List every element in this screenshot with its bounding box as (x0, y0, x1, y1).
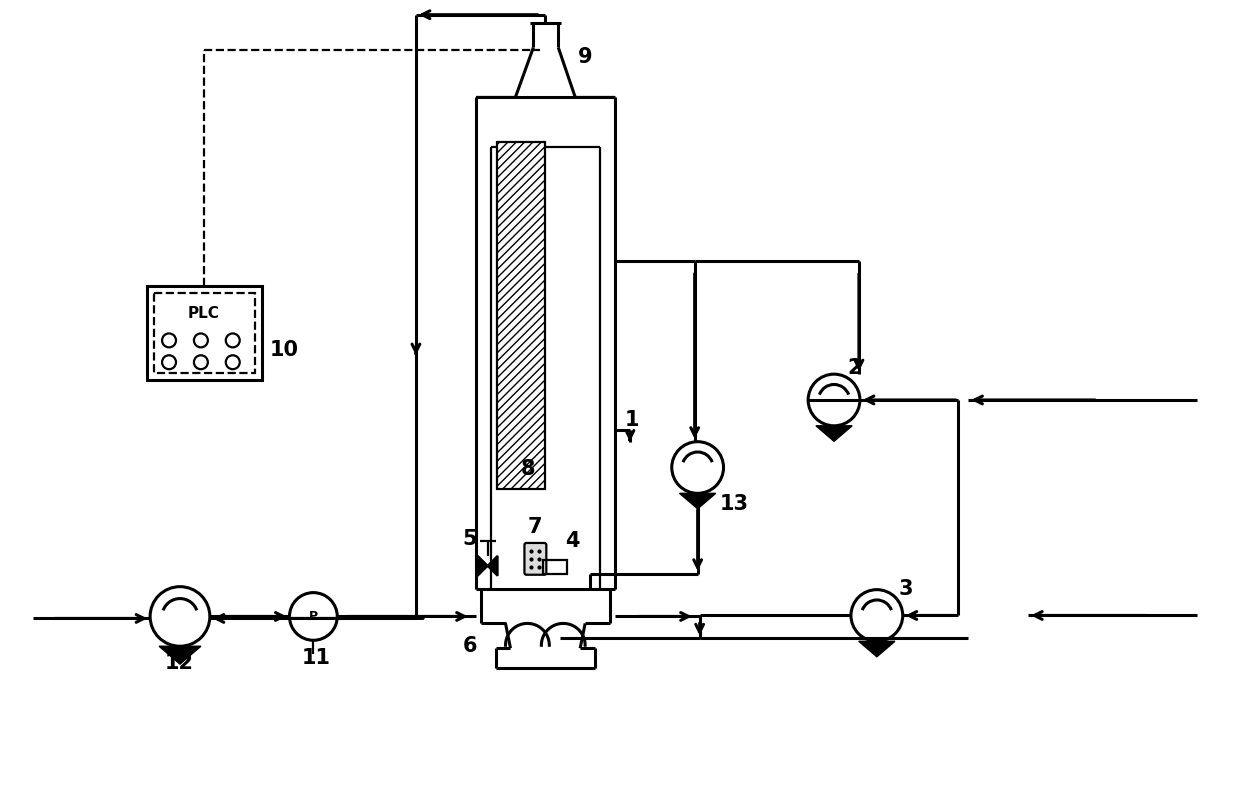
Text: 2: 2 (847, 358, 862, 378)
Polygon shape (496, 142, 546, 489)
Polygon shape (680, 493, 715, 509)
Polygon shape (816, 426, 852, 441)
Text: 10: 10 (269, 340, 299, 360)
Text: P: P (309, 610, 317, 623)
Text: 3: 3 (899, 579, 913, 599)
Polygon shape (159, 646, 201, 664)
Text: 5: 5 (463, 529, 477, 549)
Text: 8: 8 (521, 459, 534, 480)
Text: PLC: PLC (188, 306, 219, 321)
Text: 1: 1 (625, 410, 640, 430)
Polygon shape (859, 642, 895, 657)
Text: 9: 9 (578, 48, 593, 67)
FancyBboxPatch shape (525, 543, 547, 575)
Text: 6: 6 (463, 636, 477, 657)
Polygon shape (477, 556, 497, 576)
Text: 4: 4 (565, 531, 580, 551)
Text: 7: 7 (527, 517, 542, 537)
Text: 13: 13 (719, 494, 749, 514)
Text: 11: 11 (301, 648, 330, 668)
Text: 12: 12 (165, 653, 193, 673)
